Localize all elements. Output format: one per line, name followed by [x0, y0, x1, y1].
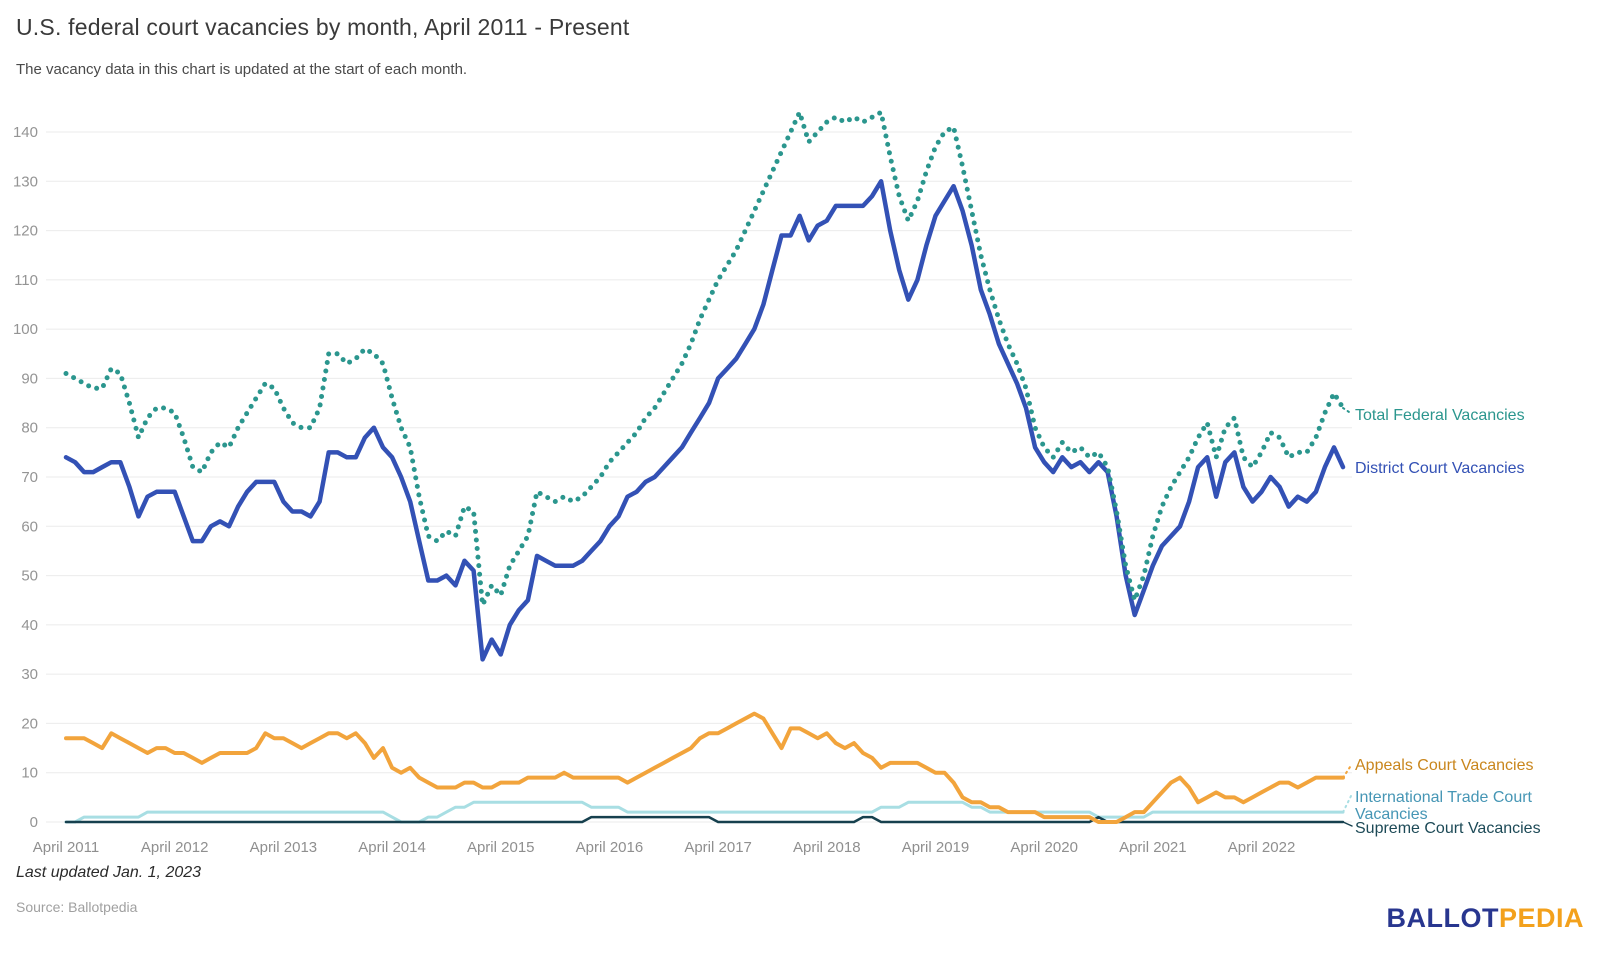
chart-subtitle: The vacancy data in this chart is update…	[16, 61, 468, 78]
x-tick-label-april-2019: April 2019	[902, 839, 970, 856]
x-tick-label-april-2013: April 2013	[250, 839, 318, 856]
y-tick-label-110: 110	[14, 272, 38, 289]
y-tick-label-40: 40	[21, 617, 38, 634]
source-note: Source: Ballotpedia	[16, 899, 138, 915]
logo-ballot: BALLOT	[1386, 903, 1499, 933]
x-tick-label-april-2018: April 2018	[793, 839, 861, 856]
ballotpedia-logo: BALLOTPEDIA	[1386, 903, 1584, 934]
page-title: U.S. federal court vacancies by month, A…	[16, 14, 630, 40]
x-tick-label-april-2017: April 2017	[684, 839, 752, 856]
x-tick-label-april-2020: April 2020	[1010, 839, 1078, 856]
y-tick-label-90: 90	[21, 370, 38, 387]
legend-total-federal-vacancies: Total Federal Vacancies	[1355, 407, 1525, 424]
legend-appeals-court-vacancies: Appeals Court Vacancies	[1355, 757, 1534, 774]
legend-supreme-court-vacancies: Supreme Court Vacancies	[1355, 820, 1541, 837]
y-tick-label-30: 30	[21, 666, 38, 683]
x-tick-label-april-2022: April 2022	[1228, 839, 1296, 856]
x-tick-label-april-2016: April 2016	[576, 839, 644, 856]
y-tick-label-80: 80	[21, 420, 38, 437]
legend-district-court-vacancies: District Court Vacancies	[1355, 460, 1525, 477]
y-tick-label-70: 70	[21, 469, 38, 486]
legend-international-trade-court-vacancies: International Trade Court Vacancies	[1355, 789, 1532, 823]
legend-connector-2	[1342, 763, 1353, 779]
series-line-district-court-vacancies	[63, 179, 1346, 662]
last-updated-note: Last updated Jan. 1, 2023	[16, 864, 202, 881]
x-tick-label-april-2012: April 2012	[141, 839, 209, 856]
y-tick-label-140: 140	[13, 124, 38, 141]
y-tick-label-10: 10	[21, 765, 38, 782]
legend-connector-0	[1342, 406, 1353, 415]
series-line-supreme-court-vacancies	[64, 815, 1345, 824]
legend-connector-3	[1342, 793, 1353, 814]
legend-connector-4	[1342, 821, 1353, 827]
y-tick-label-20: 20	[21, 715, 38, 732]
y-tick-label-120: 120	[13, 223, 38, 240]
y-tick-label-0: 0	[30, 814, 38, 831]
x-tick-label-april-2015: April 2015	[467, 839, 535, 856]
y-tick-label-50: 50	[21, 568, 38, 585]
y-tick-label-60: 60	[21, 518, 38, 535]
series-line-appeals-court-vacancies	[64, 711, 1345, 824]
y-tick-label-100: 100	[13, 321, 38, 338]
series-line-international-trade-court-vacancies	[64, 800, 1345, 824]
logo-pedia: PEDIA	[1498, 903, 1584, 933]
series-line-total-federal-vacancies	[63, 109, 1346, 608]
x-tick-label-april-2021: April 2021	[1119, 839, 1187, 856]
x-tick-label-april-2011: April 2011	[33, 839, 99, 856]
y-tick-label-130: 130	[13, 173, 38, 190]
x-tick-label-april-2014: April 2014	[358, 839, 426, 856]
